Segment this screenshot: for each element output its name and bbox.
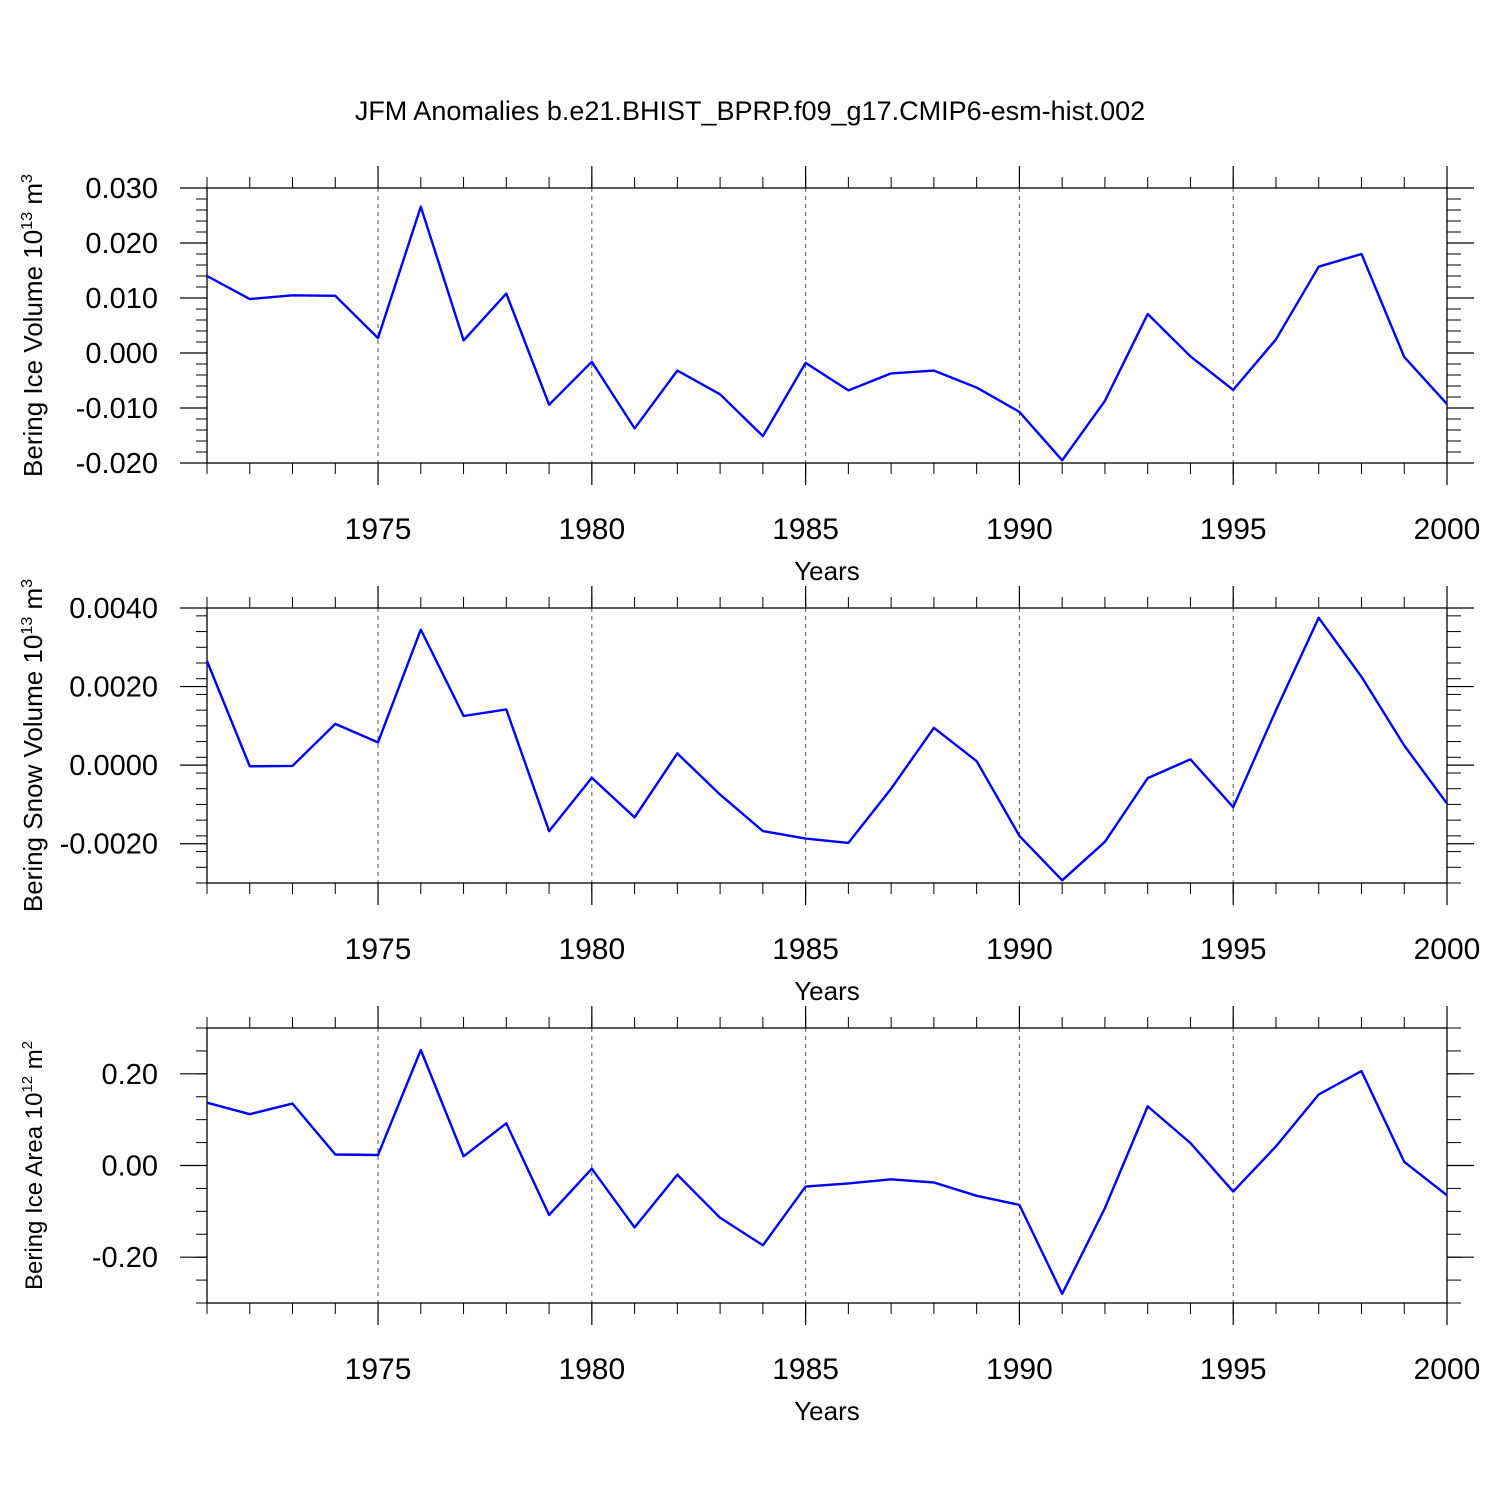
x-axis-label: Years	[794, 1396, 860, 1426]
plot-frame	[206, 1027, 1448, 1304]
y-tick-label: 0.0000	[69, 750, 158, 782]
x-tick-label: 1990	[986, 513, 1053, 546]
y-tick-label: -0.0020	[60, 829, 158, 861]
plot-frame	[206, 607, 1448, 884]
y-tick-label: 0.20	[102, 1059, 158, 1091]
chart-title: JFM Anomalies b.e21.BHIST_BPRP.f09_g17.C…	[354, 96, 1146, 126]
plot-frame	[206, 187, 1448, 464]
x-tick-label: 1975	[345, 933, 412, 966]
x-tick-label: 1975	[345, 1353, 412, 1386]
x-tick-label: 1985	[772, 1353, 839, 1386]
y-tick-label: 0.000	[85, 338, 158, 370]
panel-ice-volume: 1975 1980 1985 1990 1995 2000 -0.020 -0.010 0.00…	[18, 166, 1480, 586]
x-tick-label: 1980	[558, 933, 625, 966]
x-axis-label: Years	[794, 556, 860, 586]
x-tick-label: 2000	[1414, 1353, 1481, 1386]
y-axis-label: Bering Snow Volume 1013 m3	[18, 579, 48, 912]
x-tick-label: 1985	[772, 513, 839, 546]
y-tick-label: -0.20	[92, 1242, 158, 1274]
x-tick-label: 1995	[1200, 1353, 1267, 1386]
y-tick-label: -0.010	[76, 393, 158, 425]
x-tick-label: 1990	[986, 933, 1053, 966]
x-axis-label: Years	[794, 976, 860, 1006]
series-line	[205, 616, 1448, 882]
x-tick-label: 1995	[1200, 513, 1267, 546]
y-axis-label: Bering Ice Volume 1013 m3	[18, 174, 48, 477]
y-tick-label: 0.010	[85, 283, 158, 315]
x-tick-label: 2000	[1414, 933, 1481, 966]
x-tick-label: 1990	[986, 1353, 1053, 1386]
series-line	[206, 205, 1448, 462]
y-tick-label: 0.0020	[69, 672, 158, 704]
x-tick-label: 1975	[345, 513, 412, 546]
y-tick-label: -0.020	[76, 448, 158, 480]
x-tick-label: 1980	[558, 1353, 625, 1386]
x-tick-label: 1985	[772, 933, 839, 966]
series-line	[206, 1048, 1448, 1296]
x-tick-label: 1980	[558, 513, 625, 546]
y-tick-label: 0.0040	[69, 593, 158, 625]
y-tick-label: 0.020	[85, 228, 158, 260]
x-tick-label: 2000	[1414, 513, 1481, 546]
panel-snow-volume: 1975 1980 1985 1990 1995 2000 -0.0020 0.0000 0.0…	[18, 579, 1480, 1006]
y-axis-label: Bering Ice Area 1012 m2	[20, 1041, 48, 1290]
panel-ice-area: 1975 1980 1985 1990 1995 2000 -0.20 0.00 0.20 Yea…	[20, 1006, 1480, 1426]
y-tick-label: 0.00	[102, 1151, 158, 1183]
x-tick-label: 1995	[1200, 933, 1267, 966]
y-tick-label: 0.030	[85, 173, 158, 205]
